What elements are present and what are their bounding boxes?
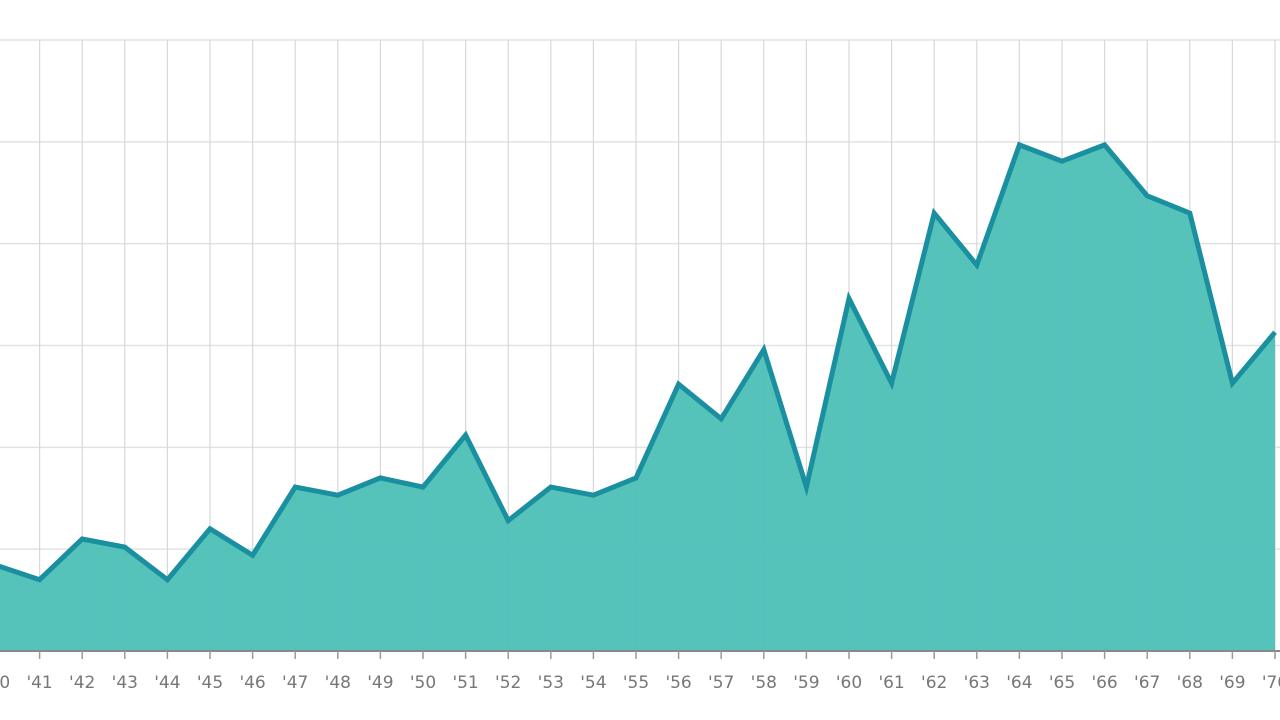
x-tick-label: '55 (623, 673, 649, 693)
x-tick-label: '62 (921, 673, 947, 693)
x-tick-label: '41 (26, 673, 52, 693)
x-tick-label: '66 (1091, 673, 1117, 693)
area-line (0, 141, 1277, 584)
x-tick-label: '67 (1134, 673, 1160, 693)
x-tick-label: '58 (751, 673, 777, 693)
x-tick-label: '70 (1262, 673, 1280, 693)
x-tick-label: '65 (1049, 673, 1075, 693)
x-tick-label: '60 (836, 673, 862, 693)
x-tick-label: '49 (367, 673, 393, 693)
x-tick-label: '68 (1177, 673, 1203, 693)
x-tick-label: '54 (580, 673, 606, 693)
x-tick-label: '52 (495, 673, 521, 693)
x-tick-label: '40 (0, 673, 10, 693)
x-tick-label: '57 (708, 673, 734, 693)
x-tick-label: '50 (410, 673, 436, 693)
x-tick-label: '69 (1219, 673, 1245, 693)
x-tick-label: '59 (793, 673, 819, 693)
x-tick-label: '44 (154, 673, 180, 693)
x-tick-label: '63 (964, 673, 990, 693)
x-tick-label: '45 (197, 673, 223, 693)
x-tick-label: '46 (239, 673, 265, 693)
x-tick-label: '47 (282, 673, 308, 693)
x-tick-label: '61 (878, 673, 904, 693)
x-tick-label: '51 (452, 673, 478, 693)
x-tick-label: '43 (112, 673, 138, 693)
x-tick-label: '53 (538, 673, 564, 693)
x-tick-label: '48 (325, 673, 351, 693)
x-tick-label: '42 (69, 673, 95, 693)
x-tick-label: '64 (1006, 673, 1032, 693)
x-tick-label: '56 (665, 673, 691, 693)
area-fill (0, 144, 1275, 651)
